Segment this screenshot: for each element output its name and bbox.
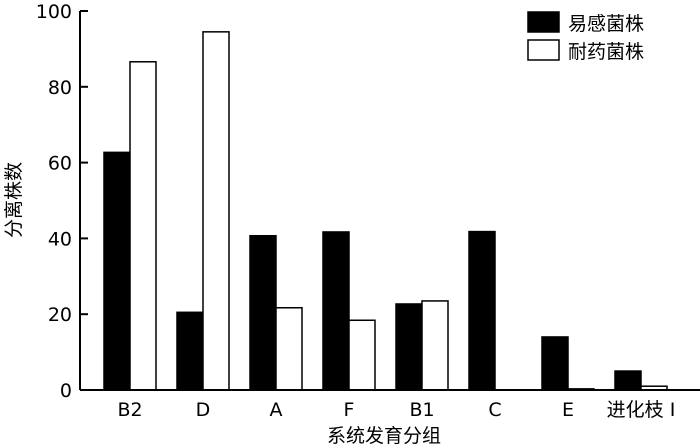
bar-resistant (348, 319, 376, 391)
y-axis-title: 分离株数 (3, 162, 25, 238)
y-tick-label: 80 (48, 77, 72, 99)
x-tick-labels: B2 D A F B1 C E 进化枝 Ⅰ (117, 399, 675, 421)
y-tick-label: 40 (48, 228, 72, 250)
y-tick-label: 20 (48, 304, 72, 326)
legend-swatch-resistant (527, 39, 560, 61)
bar-susceptible (103, 151, 131, 391)
bar-resistant (202, 31, 230, 391)
x-tick-label: A (270, 399, 283, 421)
y-tick-label: 100 (36, 1, 72, 23)
legend-label-susceptible: 易感菌株 (568, 13, 644, 35)
x-axis-title: 系统发育分组 (327, 425, 441, 447)
legend: 易感菌株 耐药菌株 (527, 11, 644, 63)
bar-susceptible (322, 231, 350, 391)
bar-resistant (129, 61, 157, 391)
legend-swatch-susceptible (527, 11, 560, 33)
axes (79, 11, 700, 391)
legend-label-resistant: 耐药菌株 (568, 41, 644, 63)
x-tick-label: D (196, 399, 211, 421)
x-tick-label: E (562, 399, 574, 421)
bar-susceptible (541, 336, 569, 391)
bar-resistant (275, 307, 303, 391)
bar-susceptible (395, 303, 423, 391)
x-tick-label: B1 (409, 399, 434, 421)
y-ticks: 0 20 40 60 80 100 (36, 1, 88, 402)
bar-susceptible (614, 370, 642, 391)
bar-resistant (421, 300, 449, 391)
y-tick-label: 60 (48, 153, 72, 175)
bar-susceptible (176, 311, 204, 391)
plot-area (103, 31, 668, 391)
x-tick-label: C (488, 399, 501, 421)
bar-susceptible (249, 234, 277, 391)
x-tick-label: B2 (117, 399, 142, 421)
x-tick-label: F (344, 399, 355, 421)
x-tick-label: 进化枝 Ⅰ (607, 399, 676, 421)
bar-susceptible (468, 230, 496, 391)
y-tick-label: 0 (60, 380, 72, 402)
